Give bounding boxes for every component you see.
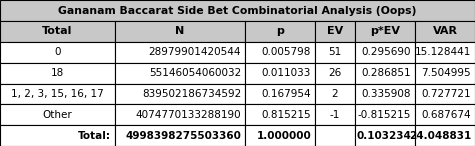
Text: 839502186734592: 839502186734592 (142, 89, 241, 99)
Bar (315, 21, 355, 42)
Bar (245, 21, 315, 42)
Text: 0.286851: 0.286851 (361, 68, 411, 78)
Bar (355, 84, 415, 104)
Bar (415, 21, 475, 42)
Text: 2: 2 (332, 89, 338, 99)
Text: 0.295690: 0.295690 (361, 47, 411, 57)
Text: 0: 0 (54, 47, 61, 57)
Text: 0.011033: 0.011033 (262, 68, 311, 78)
Text: 24.048831: 24.048831 (409, 131, 471, 141)
Text: Other: Other (43, 110, 72, 120)
Text: -1: -1 (330, 110, 340, 120)
Bar (115, 42, 245, 63)
Text: 0.167954: 0.167954 (262, 89, 311, 99)
Text: 0.103234: 0.103234 (356, 131, 411, 141)
Text: 51: 51 (328, 47, 342, 57)
Bar (315, 63, 355, 84)
Text: 0.335908: 0.335908 (361, 89, 411, 99)
Bar (245, 42, 315, 63)
Bar (415, 104, 475, 125)
Text: 0.815215: 0.815215 (262, 110, 311, 120)
Text: 0.005798: 0.005798 (262, 47, 311, 57)
Text: -0.815215: -0.815215 (358, 110, 411, 120)
Bar (115, 84, 245, 104)
Bar (0, 63, 115, 84)
Bar (0, 0, 475, 21)
Bar (245, 84, 315, 104)
Text: Gananam Baccarat Side Bet Combinatorial Analysis (Oops): Gananam Baccarat Side Bet Combinatorial … (58, 6, 417, 15)
Bar (245, 63, 315, 84)
Bar (115, 125, 245, 146)
Text: 7.504995: 7.504995 (422, 68, 471, 78)
Text: 4074770133288190: 4074770133288190 (135, 110, 241, 120)
Bar (315, 125, 355, 146)
Text: VAR: VAR (433, 27, 457, 36)
Bar (0, 104, 115, 125)
Text: 1, 2, 3, 15, 16, 17: 1, 2, 3, 15, 16, 17 (11, 89, 104, 99)
Text: 0.687674: 0.687674 (422, 110, 471, 120)
Text: 28979901420544: 28979901420544 (149, 47, 241, 57)
Text: 4998398275503360: 4998398275503360 (125, 131, 241, 141)
Text: 15.128441: 15.128441 (415, 47, 471, 57)
Text: p*EV: p*EV (370, 27, 400, 36)
Text: 18: 18 (51, 68, 64, 78)
Text: 55146054060032: 55146054060032 (149, 68, 241, 78)
Bar (115, 104, 245, 125)
Bar (315, 84, 355, 104)
Bar (355, 21, 415, 42)
Bar (415, 63, 475, 84)
Bar (415, 42, 475, 63)
Bar (0, 84, 115, 104)
Text: 26: 26 (328, 68, 342, 78)
Bar (115, 63, 245, 84)
Bar (355, 104, 415, 125)
Bar (245, 125, 315, 146)
Bar (315, 104, 355, 125)
Bar (115, 21, 245, 42)
Bar (415, 125, 475, 146)
Text: 0.727721: 0.727721 (422, 89, 471, 99)
Text: p: p (276, 27, 284, 36)
Bar (315, 42, 355, 63)
Text: 1.000000: 1.000000 (256, 131, 311, 141)
Bar (245, 104, 315, 125)
Text: N: N (175, 27, 185, 36)
Bar (0, 125, 115, 146)
Bar (0, 42, 115, 63)
Bar (355, 42, 415, 63)
Bar (355, 63, 415, 84)
Bar (415, 84, 475, 104)
Text: EV: EV (327, 27, 343, 36)
Text: Total:: Total: (78, 131, 111, 141)
Bar (0, 21, 115, 42)
Text: Total: Total (42, 27, 73, 36)
Bar (355, 125, 415, 146)
